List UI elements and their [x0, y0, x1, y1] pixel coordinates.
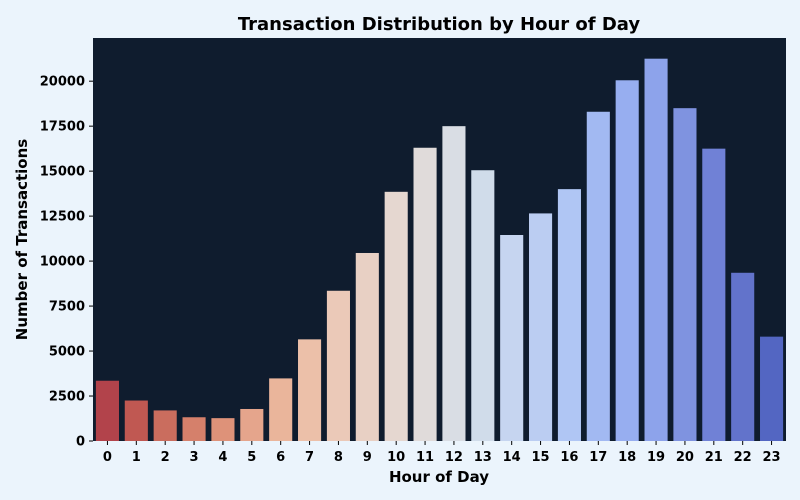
- x-tick-label: 12: [445, 450, 463, 465]
- bar-3: [182, 417, 206, 441]
- x-tick-label: 18: [618, 450, 636, 465]
- y-tick-label: 12500: [40, 210, 85, 225]
- bar-14: [500, 235, 524, 441]
- y-tick-label: 17500: [40, 120, 85, 135]
- x-tick-label: 19: [647, 450, 665, 465]
- x-tick-label: 6: [276, 450, 285, 465]
- bar-8: [326, 290, 350, 441]
- plot-area: [93, 38, 786, 441]
- y-tick-label: 5000: [49, 345, 85, 360]
- bar-16: [557, 189, 581, 442]
- bar-0: [95, 380, 119, 441]
- x-axis: 0 1 2 3 4 5 6 7 8 9 10 11 12 13 14 15 16 17 18 19 20 21 22 23: [103, 441, 781, 465]
- x-tick-label: 10: [387, 450, 405, 465]
- bar-21: [702, 148, 726, 441]
- bar-5: [240, 408, 264, 441]
- y-tick-label: 10000: [40, 255, 85, 270]
- x-tick-label: 0: [103, 450, 112, 465]
- y-tick-label: 7500: [49, 300, 85, 315]
- x-tick-label: 22: [734, 450, 752, 465]
- x-tick-label: 3: [190, 450, 199, 465]
- x-tick-label: 16: [560, 450, 578, 465]
- y-tick-label: 15000: [40, 165, 85, 180]
- x-tick-label: 1: [132, 450, 141, 465]
- bars-group: [95, 58, 784, 442]
- bar-18: [615, 80, 639, 441]
- x-tick-label: 7: [305, 450, 314, 465]
- bar-2: [153, 410, 177, 441]
- chart-title: Transaction Distribution by Hour of Day: [238, 14, 641, 35]
- bar-17: [586, 111, 610, 441]
- bar-20: [673, 108, 697, 442]
- x-tick-label: 15: [532, 450, 550, 465]
- y-axis-label: Number of Transactions: [13, 139, 31, 340]
- x-tick-label: 2: [161, 450, 170, 465]
- x-tick-label: 17: [589, 450, 607, 465]
- x-axis-label: Hour of Day: [389, 468, 489, 486]
- bar-1: [124, 400, 148, 441]
- bar-6: [269, 378, 293, 441]
- x-tick-label: 4: [218, 450, 227, 465]
- x-tick-label: 13: [474, 450, 492, 465]
- bar-22: [731, 272, 755, 441]
- x-tick-label: 8: [334, 450, 343, 465]
- bar-15: [529, 213, 553, 441]
- bar-23: [760, 336, 784, 441]
- x-tick-label: 5: [247, 450, 256, 465]
- bar-12: [442, 126, 466, 441]
- x-tick-label: 11: [416, 450, 434, 465]
- y-tick-label: 2500: [49, 390, 85, 405]
- bar-4: [211, 418, 235, 441]
- x-tick-label: 9: [363, 450, 372, 465]
- bar-9: [355, 252, 379, 441]
- x-tick-label: 21: [705, 450, 723, 465]
- y-tick-label: 0: [76, 435, 85, 450]
- x-tick-label: 23: [763, 450, 781, 465]
- y-axis: 0 2500 5000 7500 10000 12500 15000 17500 20000: [40, 75, 93, 450]
- x-tick-label: 14: [503, 450, 521, 465]
- bar-19: [644, 58, 668, 441]
- bar-10: [384, 191, 408, 441]
- x-tick-label: 20: [676, 450, 694, 465]
- bar-13: [471, 170, 495, 442]
- y-tick-label: 20000: [40, 75, 85, 90]
- bar-11: [413, 147, 437, 441]
- bar-7: [298, 339, 322, 441]
